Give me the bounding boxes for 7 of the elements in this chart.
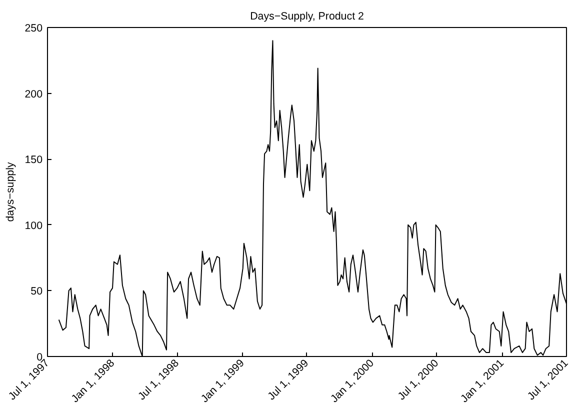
y-axis-title: days−supply bbox=[4, 162, 17, 222]
y-tick-label: 200 bbox=[24, 88, 43, 100]
chart-title: Days−Supply, Product 2 bbox=[250, 10, 364, 22]
y-tick-label: 100 bbox=[24, 220, 43, 232]
y-tick-label: 150 bbox=[24, 154, 43, 166]
y-tick-label: 250 bbox=[24, 22, 43, 34]
y-tick-label: 50 bbox=[30, 286, 43, 298]
